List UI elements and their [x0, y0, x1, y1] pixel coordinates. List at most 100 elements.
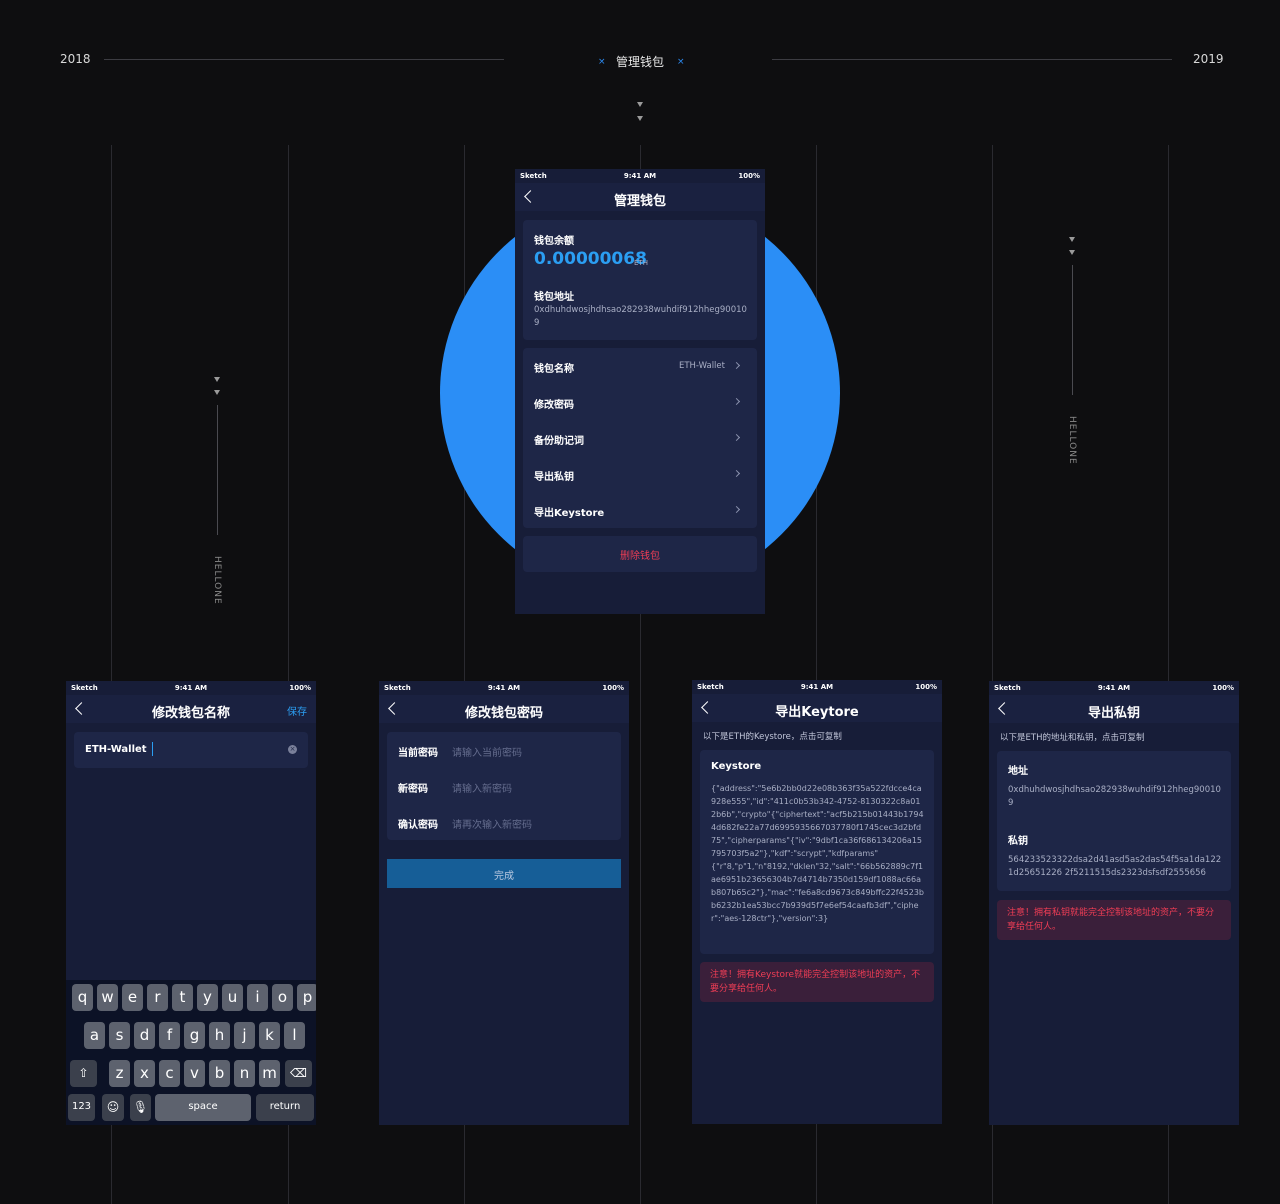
page-title: 修改钱包密码 [464, 706, 543, 721]
key-b[interactable]: b [209, 1060, 230, 1087]
status-bar: Sketch 9:41 AM 100% [66, 681, 316, 695]
microphone-key[interactable]: 🎙 [130, 1094, 151, 1121]
side-line [1072, 265, 1073, 395]
nav-bar: 管理钱包 [515, 183, 765, 211]
keystore-label: Keystore [711, 761, 762, 772]
key-s[interactable]: s [109, 1022, 130, 1049]
new-password-field[interactable]: 新密码 请输入新密码 [387, 768, 621, 804]
key-m[interactable]: m [259, 1060, 280, 1087]
carrier-label: Sketch [71, 684, 98, 692]
x-mark-left: × [598, 57, 606, 67]
menu-item-label: 导出Keystore [534, 508, 605, 519]
header-title: 管理钱包 [616, 55, 665, 69]
key-o[interactable]: o [272, 984, 293, 1011]
delete-wallet-button[interactable]: 删除钱包 [523, 536, 757, 572]
key-q[interactable]: q [72, 984, 93, 1011]
private-key-label: 私钥 [1008, 836, 1028, 847]
key-n[interactable]: n [234, 1060, 255, 1087]
clear-icon[interactable]: × [288, 745, 297, 754]
key-t[interactable]: t [172, 984, 193, 1011]
chevron-right-icon [732, 361, 741, 370]
private-key-value[interactable]: 564233523322dsa2d41asd5as2das54f5sa1da12… [1008, 855, 1222, 878]
shift-key[interactable]: ⇧ [70, 1060, 97, 1087]
status-bar: Sketch 9:41 AM 100% [989, 681, 1239, 695]
menu-item-export-keystore[interactable]: 导出Keystore [523, 492, 757, 528]
space-key[interactable]: space [155, 1094, 251, 1121]
key-u[interactable]: u [222, 984, 243, 1011]
menu-item-backup-mnemonic[interactable]: 备份助记词 [523, 420, 757, 456]
chevron-right-icon [732, 397, 741, 406]
carrier-label: Sketch [384, 684, 411, 692]
numbers-key[interactable]: 123 [68, 1094, 95, 1121]
nav-bar: 修改钱包密码 [379, 695, 629, 723]
guide-line [816, 145, 817, 1204]
emoji-key[interactable]: ☺ [102, 1094, 124, 1121]
backspace-key[interactable]: ⌫ [285, 1060, 312, 1087]
key-d[interactable]: d [134, 1022, 155, 1049]
guide-line [288, 145, 289, 1204]
text-cursor [152, 742, 153, 756]
side-label: HELLONE [1067, 416, 1077, 465]
key-y[interactable]: y [197, 984, 218, 1011]
keystore-warning: 注意！拥有Keystore就能完全控制该地址的资产，不要分享给任何人。 [700, 962, 934, 1002]
keystore-card[interactable]: Keystore {"address":"5e6b2bb0d22e08b363f… [700, 750, 934, 954]
chevron-right-icon [732, 469, 741, 478]
status-time: 9:41 AM [174, 684, 208, 692]
status-bar: Sketch 9:41 AM 100% [515, 169, 765, 183]
done-button[interactable]: 完成 [387, 859, 621, 888]
key-i[interactable]: i [247, 984, 268, 1011]
save-button[interactable]: 保存 [287, 707, 307, 718]
key-a[interactable]: a [84, 1022, 105, 1049]
header-line-right [772, 59, 1172, 60]
key-r[interactable]: r [147, 984, 168, 1011]
balance-unit: ETH [634, 259, 648, 267]
menu-item-wallet-name[interactable]: 钱包名称 ETH-Wallet [523, 348, 757, 384]
key-z[interactable]: z [109, 1060, 130, 1087]
down-arrow-icon [637, 102, 643, 107]
rename-wallet-screen: Sketch 9:41 AM 100% 修改钱包名称 保存 ETH-Wallet… [66, 681, 316, 1125]
key-j[interactable]: j [234, 1022, 255, 1049]
chevron-right-icon [732, 433, 741, 442]
menu-item-change-password[interactable]: 修改密码 [523, 384, 757, 420]
key-w[interactable]: w [97, 984, 118, 1011]
key-v[interactable]: v [184, 1060, 205, 1087]
key-x[interactable]: x [134, 1060, 155, 1087]
key-e[interactable]: e [122, 984, 143, 1011]
field-placeholder: 请再次输入新密码 [452, 820, 532, 831]
export-private-key-screen: Sketch 9:41 AM 100% 导出私钥 以下是ETH的地址和私钥，点击… [989, 681, 1239, 1125]
battery-label: 100% [289, 684, 311, 692]
key-f[interactable]: f [159, 1022, 180, 1049]
key-p[interactable]: p [297, 984, 316, 1011]
menu-item-export-private-key[interactable]: 导出私钥 [523, 456, 757, 492]
current-password-field[interactable]: 当前密码 请输入当前密码 [387, 732, 621, 768]
page-title: 导出私钥 [1087, 706, 1140, 721]
key-g[interactable]: g [184, 1022, 205, 1049]
password-form: 当前密码 请输入当前密码 新密码 请输入新密码 确认密码 请再次输入新密码 [387, 732, 621, 840]
battery-label: 100% [915, 683, 937, 691]
menu-item-label: 修改密码 [534, 400, 574, 411]
key-h[interactable]: h [209, 1022, 230, 1049]
nav-bar: 导出私钥 [989, 695, 1239, 723]
battery-label: 100% [1212, 684, 1234, 692]
wallet-name-value: ETH-Wallet [85, 744, 147, 755]
return-key[interactable]: return [256, 1094, 314, 1121]
keystore-hint: 以下是ETH的Keystore，点击可复制 [703, 732, 842, 742]
address-value[interactable]: 0xdhuhdwosjhdhsao282938wuhdif912hheg9001… [534, 305, 747, 328]
address-value[interactable]: 0xdhuhdwosjhdhsao282938wuhdif912hheg9001… [1008, 785, 1221, 808]
key-l[interactable]: l [284, 1022, 305, 1049]
done-label: 完成 [494, 871, 514, 882]
side-line [217, 405, 218, 535]
settings-menu: 钱包名称 ETH-Wallet 修改密码 备份助记词 导出私钥 导出Keysto… [523, 348, 757, 528]
status-time: 9:41 AM [1097, 684, 1131, 692]
header-line-left [104, 59, 504, 60]
field-placeholder: 请输入当前密码 [452, 748, 522, 759]
key-c[interactable]: c [159, 1060, 180, 1087]
down-arrow-icon [1069, 237, 1075, 242]
nav-bar: 修改钱包名称 保存 [66, 695, 316, 723]
private-key-warning: 注意！拥有私钥就能完全控制该地址的资产，不要分享给任何人。 [997, 900, 1231, 940]
delete-wallet-label: 删除钱包 [620, 551, 660, 562]
key-k[interactable]: k [259, 1022, 280, 1049]
confirm-password-field[interactable]: 确认密码 请再次输入新密码 [387, 804, 621, 840]
wallet-name-input[interactable]: ETH-Wallet × [74, 732, 308, 768]
